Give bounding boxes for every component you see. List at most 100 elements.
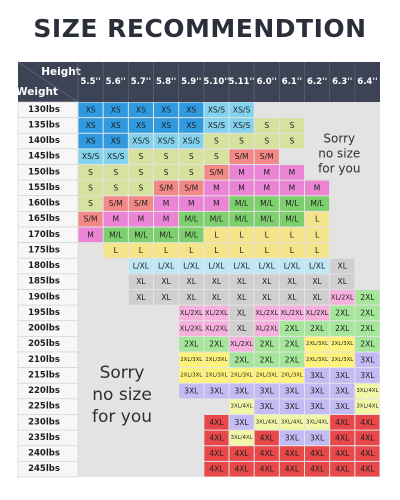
size-label: M/L bbox=[185, 230, 199, 239]
height-header: 5.8'' bbox=[156, 77, 176, 87]
no-size-note-upper: for you bbox=[318, 162, 360, 176]
size-label: 3XL bbox=[184, 387, 199, 396]
size-cell bbox=[179, 180, 204, 196]
size-cell bbox=[305, 368, 330, 383]
size-label: L/XL bbox=[309, 262, 326, 271]
size-cell bbox=[179, 258, 204, 274]
size-label: L/XL bbox=[208, 262, 225, 271]
size-cell bbox=[204, 196, 229, 211]
size-cell bbox=[154, 165, 179, 180]
size-cell bbox=[204, 118, 229, 133]
size-cell bbox=[279, 336, 304, 352]
corner-diagonal bbox=[17, 61, 79, 103]
size-cell bbox=[204, 430, 229, 446]
size-cell bbox=[305, 383, 330, 399]
size-cell bbox=[279, 211, 304, 227]
size-label: S bbox=[139, 168, 144, 177]
size-cell bbox=[229, 383, 254, 399]
size-cell bbox=[279, 383, 304, 399]
size-label: M/L bbox=[134, 230, 148, 239]
size-label: M bbox=[263, 183, 270, 192]
weight-label: 230lbs bbox=[28, 417, 60, 427]
size-cell bbox=[279, 430, 304, 446]
size-cell bbox=[204, 258, 229, 274]
size-label: 4XL bbox=[234, 465, 249, 474]
size-label: S/M bbox=[184, 183, 198, 192]
size-label: XL bbox=[161, 277, 171, 286]
size-cell bbox=[179, 243, 204, 258]
size-label: XS/S bbox=[157, 137, 175, 146]
size-cell bbox=[355, 336, 380, 352]
weight-label: 135lbs bbox=[28, 120, 60, 130]
size-label: 2XL bbox=[285, 340, 300, 349]
size-label: 4XL bbox=[335, 465, 350, 474]
size-cell bbox=[355, 399, 380, 414]
size-label: 2XL/3XL bbox=[306, 341, 328, 347]
size-label: XL bbox=[187, 293, 197, 302]
size-cell bbox=[279, 352, 304, 368]
size-cell bbox=[179, 133, 204, 149]
size-cell bbox=[254, 399, 279, 414]
size-label: S bbox=[214, 152, 219, 161]
size-label: 2XL bbox=[285, 355, 300, 364]
size-label: S bbox=[264, 121, 269, 130]
size-label: M bbox=[238, 183, 245, 192]
size-label: 3XL/4XL bbox=[281, 419, 303, 425]
size-label: 2XL bbox=[335, 308, 350, 317]
size-label: XS/S bbox=[208, 121, 226, 130]
size-cell bbox=[204, 415, 229, 430]
size-cell bbox=[154, 211, 179, 227]
weight-label: 220lbs bbox=[28, 386, 60, 396]
size-label: L/XL bbox=[183, 262, 200, 271]
size-label: 4XL bbox=[285, 465, 300, 474]
size-cell bbox=[254, 243, 279, 258]
size-cell bbox=[305, 430, 330, 446]
no-size-note-upper: no size bbox=[318, 147, 360, 161]
size-cell bbox=[254, 180, 279, 196]
size-cell bbox=[355, 305, 380, 321]
size-label: 4XL bbox=[335, 433, 350, 442]
size-cell bbox=[128, 102, 153, 118]
weight-label: 190lbs bbox=[28, 292, 60, 302]
size-label: 2XL bbox=[360, 293, 375, 302]
size-cell bbox=[179, 211, 204, 227]
size-label: M bbox=[263, 168, 270, 177]
size-label: XS/S bbox=[233, 121, 251, 130]
size-cell bbox=[330, 352, 355, 368]
size-label: L bbox=[265, 246, 270, 255]
size-cell bbox=[204, 102, 229, 118]
size-cell bbox=[154, 196, 179, 211]
size-cell bbox=[254, 290, 279, 305]
size-cell bbox=[279, 290, 304, 305]
size-label: XL/2XL bbox=[255, 309, 278, 317]
size-cell bbox=[279, 305, 304, 321]
size-label: S bbox=[88, 168, 93, 177]
height-header: 6.4'' bbox=[357, 77, 377, 87]
size-cell bbox=[254, 336, 279, 352]
weight-label: 205lbs bbox=[28, 339, 60, 349]
size-label: M bbox=[163, 199, 170, 208]
size-label: 2XL/3XL bbox=[306, 357, 328, 363]
size-cell bbox=[229, 368, 254, 383]
size-label: 2XL/3XL bbox=[180, 357, 202, 363]
weight-label-cell bbox=[17, 461, 79, 478]
size-label: S bbox=[113, 183, 118, 192]
size-label: XL/2XL bbox=[180, 309, 203, 317]
size-label: 4XL bbox=[234, 449, 249, 458]
size-label: S bbox=[164, 168, 169, 177]
size-label: L bbox=[164, 246, 169, 255]
weight-label: 180lbs bbox=[28, 261, 60, 271]
size-label: XS/S bbox=[183, 137, 201, 146]
size-cell bbox=[254, 305, 279, 321]
size-label: 4XL bbox=[209, 418, 224, 427]
size-label: 3XL bbox=[260, 402, 275, 411]
size-label: XS/S bbox=[107, 152, 125, 161]
size-cell bbox=[128, 243, 153, 258]
size-cell bbox=[204, 211, 229, 227]
height-header: 5.6'' bbox=[106, 77, 126, 87]
size-label: 4XL bbox=[335, 418, 350, 427]
size-cell bbox=[305, 211, 330, 227]
size-cell bbox=[305, 321, 330, 336]
size-label: 4XL bbox=[209, 433, 224, 442]
size-cell bbox=[78, 149, 103, 164]
